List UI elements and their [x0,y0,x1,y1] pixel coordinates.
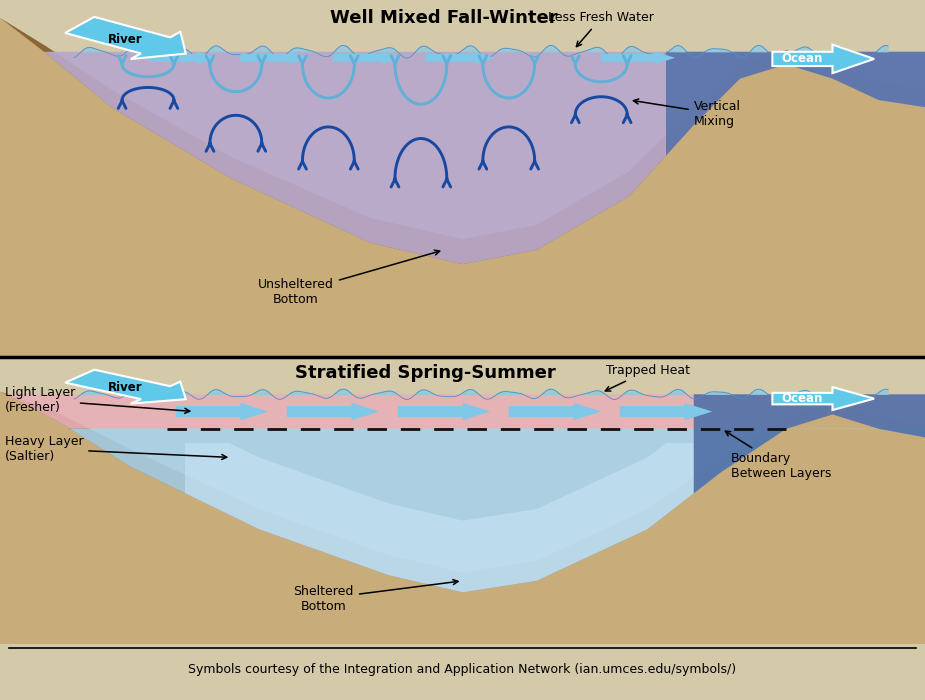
Polygon shape [176,402,268,420]
Polygon shape [509,402,601,420]
Polygon shape [148,52,217,64]
Text: Heavy Layer
(Saltier): Heavy Layer (Saltier) [5,435,227,463]
Polygon shape [65,370,186,404]
Polygon shape [772,387,874,410]
Text: River: River [107,33,142,46]
Polygon shape [426,52,495,64]
Text: Symbols courtesy of the Integration and Application Network (ian.umces.edu/symbo: Symbols courtesy of the Integration and … [189,663,736,676]
Text: Boundary
Between Layers: Boundary Between Layers [725,431,832,480]
Polygon shape [666,52,925,155]
Polygon shape [287,402,379,420]
Text: Less Fresh Water: Less Fresh Water [549,11,654,47]
Text: River: River [107,381,142,394]
Polygon shape [185,443,694,592]
Polygon shape [65,17,186,59]
Text: Unsheltered
Bottom: Unsheltered Bottom [258,250,439,307]
Polygon shape [620,402,712,420]
Polygon shape [601,52,675,64]
Polygon shape [44,52,925,264]
Text: Sheltered
Bottom: Sheltered Bottom [293,580,458,612]
Polygon shape [0,18,925,264]
Polygon shape [772,45,874,74]
Polygon shape [6,394,925,428]
Text: Vertical
Mixing: Vertical Mixing [634,99,741,128]
Polygon shape [694,394,925,494]
Polygon shape [333,52,402,64]
Polygon shape [0,391,925,644]
Polygon shape [240,52,310,64]
Polygon shape [0,391,925,592]
Text: Stratified Spring-Summer: Stratified Spring-Summer [295,364,556,382]
Text: Ocean: Ocean [782,392,823,405]
Text: Trapped Heat: Trapped Heat [605,364,689,391]
Text: Light Layer
(Fresher): Light Layer (Fresher) [5,386,190,414]
Text: Ocean: Ocean [782,52,823,65]
Polygon shape [70,428,925,592]
Text: Well Mixed Fall-Winter: Well Mixed Fall-Winter [330,9,558,27]
Polygon shape [398,402,490,420]
Polygon shape [0,18,925,357]
